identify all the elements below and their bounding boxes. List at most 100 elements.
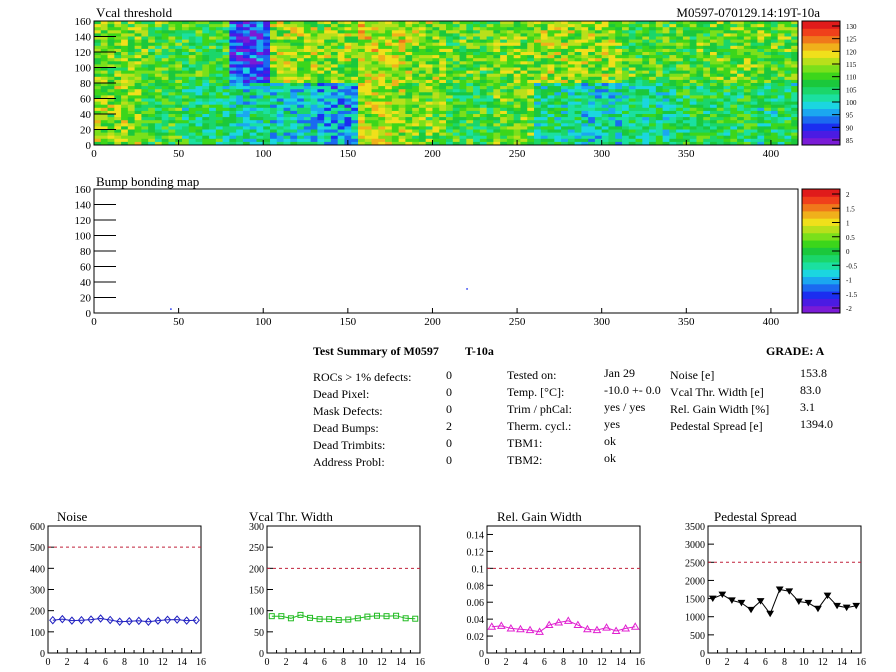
heatmap-cell (784, 120, 792, 124)
heatmap-cell (121, 114, 129, 118)
heatmap-cell (608, 98, 616, 102)
heatmap-cell (290, 83, 298, 87)
heatmap-cell (358, 126, 366, 130)
heatmap-cell (121, 30, 129, 34)
heatmap-cell (358, 39, 366, 44)
heatmap-cell (554, 110, 562, 115)
heatmap-cell (385, 58, 393, 62)
heatmap-cell (737, 79, 745, 84)
heatmap-cell (412, 27, 420, 31)
heatmap-cell (662, 52, 670, 56)
heatmap-cell (493, 45, 501, 50)
heatmap-cell (310, 64, 318, 68)
heatmap-cell (561, 42, 569, 47)
heatmap-cell (791, 132, 799, 137)
x-tick-label: 16 (415, 657, 425, 668)
heatmap-cell (121, 61, 129, 65)
heatmap-cell (229, 27, 237, 31)
heatmap-cell (202, 95, 210, 99)
heatmap-cell (195, 129, 203, 133)
heatmap-cell (466, 86, 474, 90)
heatmap-cell (703, 55, 711, 59)
summary-label: ROCs > 1% defects: (313, 370, 412, 384)
heatmap-cell (188, 21, 196, 25)
heatmap-cell (94, 129, 102, 133)
heatmap-cell (567, 83, 576, 87)
heatmap-cell (676, 98, 684, 102)
heatmap-cell (540, 24, 548, 28)
heatmap-cell (168, 27, 176, 31)
heatmap-cell (127, 48, 136, 53)
heatmap-cell (567, 27, 576, 31)
y-tick-label: 20 (80, 125, 92, 137)
heatmap-cell (229, 42, 237, 47)
heatmap-cell (154, 52, 163, 56)
heatmap-cell (682, 120, 691, 124)
data-point (775, 586, 784, 593)
heatmap-cell (134, 95, 142, 99)
y-tick-label: 2500 (685, 558, 705, 569)
heatmap-cell (784, 107, 792, 112)
heatmap-cell (676, 24, 684, 28)
heatmap-cell (446, 58, 454, 62)
heatmap-cell (290, 52, 298, 56)
heatmap-cell (655, 135, 664, 140)
heatmap-cell (330, 21, 339, 25)
heatmap-cell (723, 24, 731, 28)
heatmap-cell (249, 138, 257, 143)
heatmap-cell (534, 117, 542, 121)
heatmap-cell (554, 86, 562, 90)
heatmap-cell (689, 36, 697, 40)
heatmap-cell (168, 58, 176, 62)
heatmap-cell (351, 107, 359, 112)
heatmap-cell (757, 39, 765, 44)
heatmap-cell (615, 138, 623, 143)
heatmap-cell (303, 79, 312, 84)
heatmap-cell (324, 138, 332, 143)
heatmap-cell (324, 101, 332, 106)
heatmap-cell (608, 64, 616, 68)
heatmap-cell (412, 67, 420, 71)
heatmap-cell (249, 48, 257, 53)
heatmap-cell (642, 48, 650, 53)
heatmap-cell (588, 89, 596, 93)
heatmap-cell (764, 76, 772, 81)
heatmap-cell (107, 67, 115, 71)
heatmap-cell (554, 21, 562, 25)
heatmap-cell (452, 123, 460, 127)
heatmap-cell (398, 55, 406, 59)
heatmap-cell (425, 24, 433, 28)
heatmap-cell (588, 98, 596, 102)
heatmap-cell (520, 33, 528, 37)
heatmap-cell (581, 101, 589, 106)
heatmap-cell (358, 27, 366, 31)
summary-value: 0 (446, 436, 452, 450)
heatmap-cell (385, 138, 393, 143)
heatmap-cell (689, 92, 697, 96)
heatmap-cell (242, 70, 251, 75)
heatmap-cell (222, 45, 230, 50)
heatmap-cell (730, 79, 738, 84)
heatmap-cell (743, 33, 752, 37)
heatmap-cell (391, 27, 400, 31)
heatmap-cell (283, 39, 291, 44)
heatmap-cell (303, 58, 312, 62)
heatmap-cell (459, 107, 467, 112)
heatmap-cell (168, 39, 176, 44)
heatmap-cell (134, 45, 142, 50)
heatmap-cell (317, 64, 325, 68)
heatmap-cell (689, 138, 697, 143)
heatmap-cell (506, 24, 515, 28)
heatmap-cell (757, 70, 765, 75)
heatmap-cell (446, 55, 454, 59)
heatmap-cell (506, 123, 515, 127)
y-tick-label: 0 (86, 140, 92, 152)
heatmap-cell (446, 67, 454, 71)
heatmap-cell (310, 42, 318, 47)
heatmap-cell (642, 30, 650, 34)
heatmap-cell (615, 55, 623, 59)
heatmap-cell (608, 110, 616, 115)
heatmap-cell (689, 123, 697, 127)
heatmap-cell (432, 79, 440, 84)
x-tick-label: 0 (91, 316, 97, 328)
